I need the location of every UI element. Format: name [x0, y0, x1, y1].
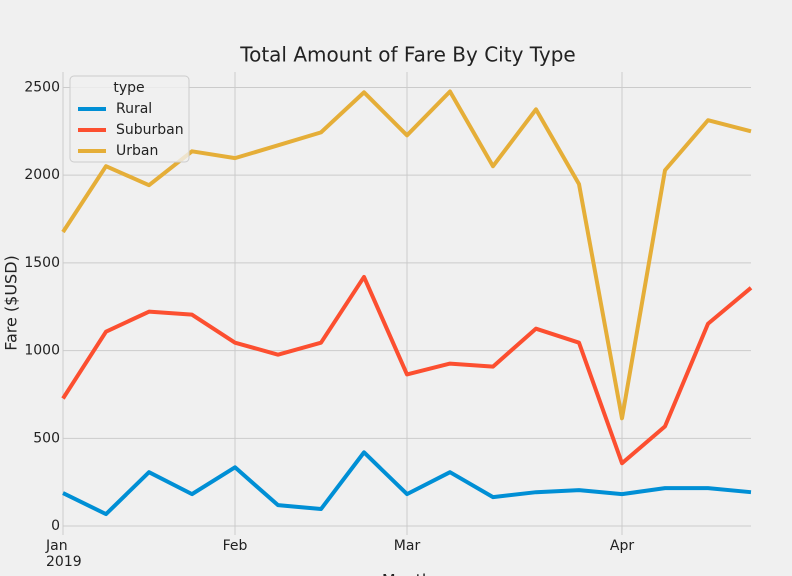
y-tick-label: 1500	[24, 255, 60, 271]
legend-label: Suburban	[116, 122, 184, 138]
x-tick-label: Mar	[394, 538, 421, 554]
x-year-label: 2019	[46, 554, 82, 570]
y-tick-label: 1000	[24, 343, 60, 359]
line-series	[62, 450, 752, 517]
line-series	[61, 274, 753, 466]
x-tick-label: Apr	[610, 538, 634, 554]
chart-title: Total Amount of Fare By City Type	[239, 43, 575, 67]
y-tick-label: 2000	[24, 167, 60, 183]
x-axis-label: Month	[382, 571, 432, 576]
legend-title: type	[113, 80, 144, 96]
y-axis-label: Fare ($USD)	[2, 255, 21, 351]
y-tick-label: 2500	[24, 79, 60, 95]
legend-box	[69, 75, 190, 163]
x-tick-label: Feb	[223, 538, 248, 554]
x-tick-label: Jan	[45, 538, 68, 554]
legend-label: Urban	[116, 143, 158, 159]
legend-label: Rural	[116, 101, 152, 117]
y-tick-label: 500	[33, 430, 60, 446]
line-series	[61, 89, 752, 421]
y-tick-label: 0	[51, 518, 60, 534]
